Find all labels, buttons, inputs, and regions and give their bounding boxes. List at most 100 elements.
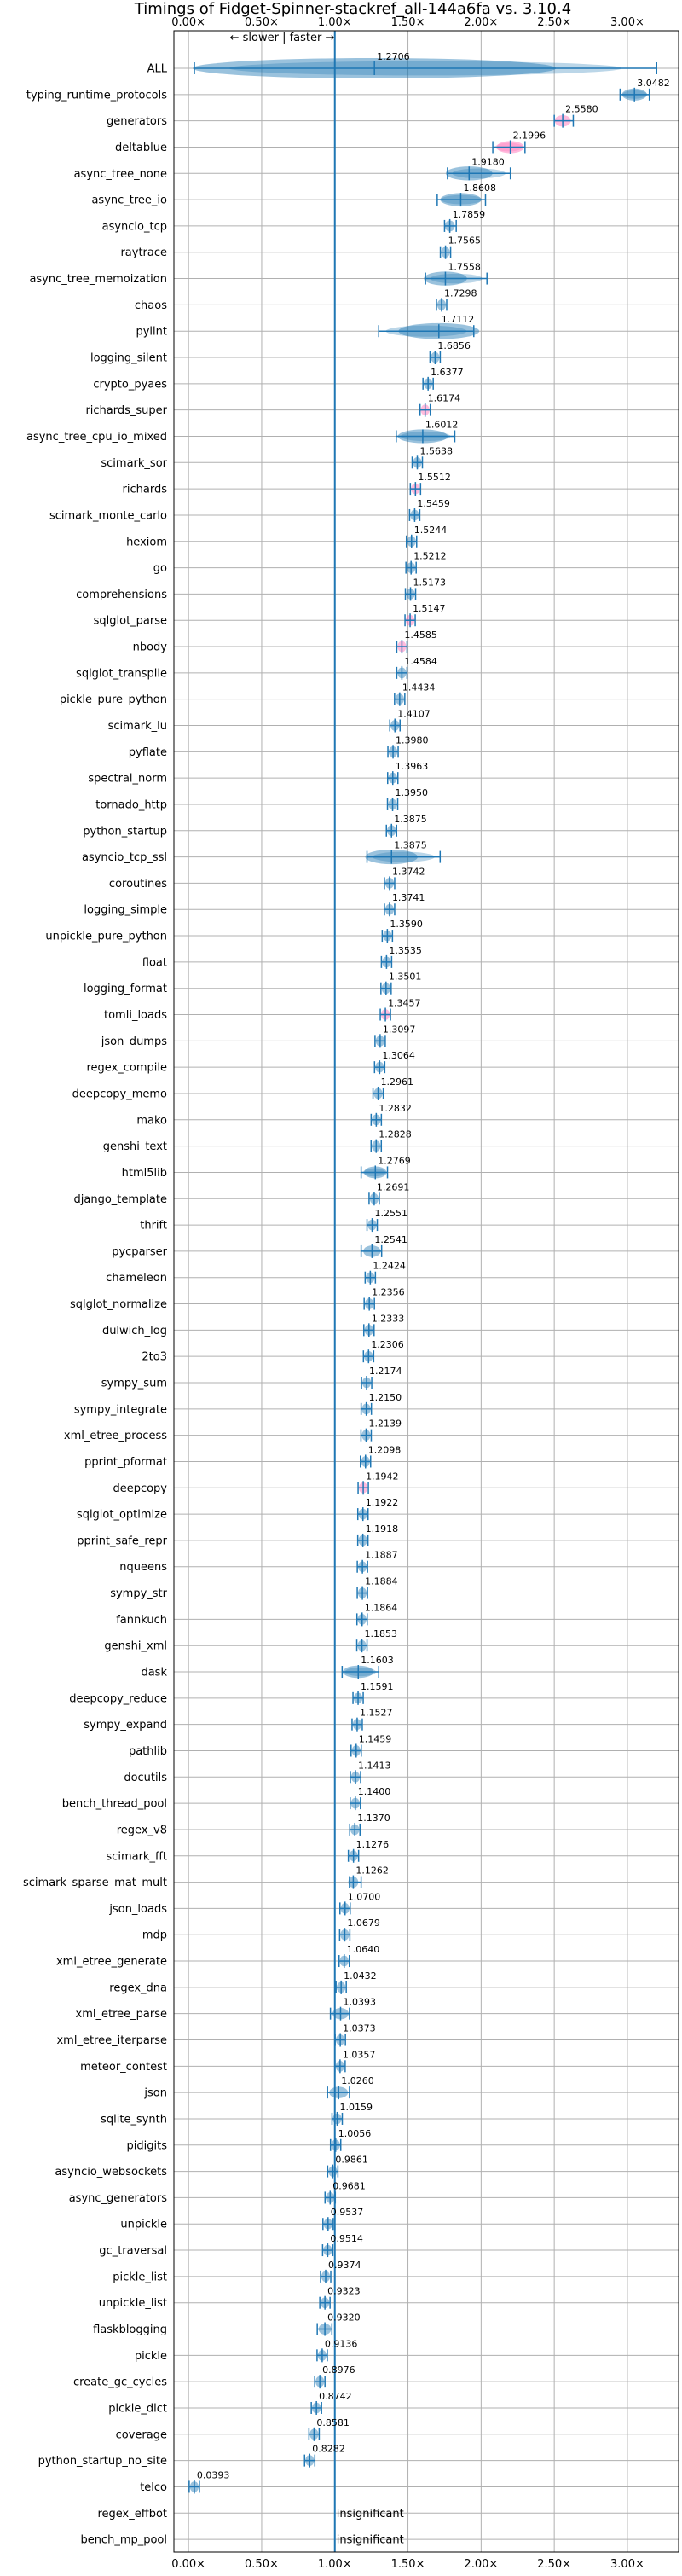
value-label-async-tree-memoization: 1.7558 bbox=[448, 262, 481, 273]
value-label-xml-etree-parse: 1.0393 bbox=[343, 1997, 376, 2008]
category-label-pycparser: pycparser bbox=[112, 1245, 167, 1258]
category-label-tomli-loads: tomli_loads bbox=[104, 1009, 167, 1022]
value-label-xml-etree-generate: 1.0640 bbox=[347, 1944, 380, 1955]
value-label-deepcopy-reduce: 1.1591 bbox=[361, 1681, 394, 1692]
category-label-bench-thread-pool: bench_thread_pool bbox=[62, 1798, 167, 1811]
value-label-richards: 1.5512 bbox=[418, 472, 450, 483]
value-label-async-tree-io: 1.8608 bbox=[463, 183, 496, 194]
category-label-logging-simple: logging_simple bbox=[84, 904, 167, 917]
value-label-unpickle-list: 0.9323 bbox=[327, 2286, 361, 2297]
value-label-asyncio-tcp: 1.7859 bbox=[453, 209, 486, 220]
direction-annotation: ← slower | faster → bbox=[230, 32, 335, 44]
value-label-2to3: 1.2306 bbox=[371, 1339, 404, 1350]
category-label-asyncio-tcp-ssl: asyncio_tcp_ssl bbox=[82, 851, 167, 864]
value-label-python-startup-no-site: 0.8282 bbox=[312, 2444, 345, 2455]
category-label-deepcopy-memo: deepcopy_memo bbox=[72, 1088, 167, 1100]
insignificant-label-bench-mp-pool: insignificant bbox=[337, 2534, 404, 2547]
category-label-dask: dask bbox=[141, 1667, 167, 1680]
value-label-coroutines: 1.3742 bbox=[392, 866, 425, 877]
category-label-logging-silent: logging_silent bbox=[90, 352, 167, 365]
value-label-logging-silent: 1.6856 bbox=[437, 340, 471, 351]
x-tick-label-bottom: 0.00× bbox=[171, 2558, 205, 2571]
value-label-meteor-contest: 1.0357 bbox=[343, 2049, 376, 2060]
value-label-async-tree-none: 1.9180 bbox=[471, 156, 505, 167]
category-label-comprehensions: comprehensions bbox=[76, 589, 167, 601]
value-label-float: 1.3535 bbox=[389, 945, 422, 956]
value-label-richards-super: 1.6174 bbox=[428, 393, 461, 404]
value-label-async-tree-cpu-io-mixed: 1.6012 bbox=[425, 419, 458, 430]
value-label-go: 1.5212 bbox=[413, 551, 446, 562]
category-label-deepcopy: deepcopy bbox=[113, 1482, 167, 1495]
value-label-gc-traversal: 0.9514 bbox=[330, 2233, 363, 2244]
value-label-pprint-pformat: 1.2098 bbox=[368, 1444, 402, 1455]
value-label-sympy-str: 1.1884 bbox=[365, 1576, 398, 1587]
value-label-pickle-pure-python: 1.4434 bbox=[402, 682, 436, 693]
category-label-scimark-sor: scimark_sor bbox=[101, 457, 167, 470]
insignificant-label-regex-effbot: insignificant bbox=[337, 2508, 404, 2521]
value-label-asyncio-websockets: 0.9861 bbox=[335, 2155, 368, 2166]
category-label-asyncio-websockets: asyncio_websockets bbox=[55, 2166, 167, 2179]
category-label-sympy-sum: sympy_sum bbox=[101, 1378, 167, 1390]
category-label-float: float bbox=[142, 956, 167, 969]
category-label-sympy-str: sympy_str bbox=[110, 1587, 167, 1600]
category-label-pprint-safe-repr: pprint_safe_repr bbox=[77, 1535, 167, 1547]
value-label-regex-dna: 1.0432 bbox=[344, 1970, 377, 1981]
category-label-richards-super: richards_super bbox=[85, 404, 167, 417]
value-label-telco: 0.0393 bbox=[197, 2469, 230, 2480]
value-label-pyflate: 1.3980 bbox=[396, 734, 429, 746]
value-label-scimark-fft: 1.1276 bbox=[356, 1839, 390, 1850]
value-label-chaos: 1.7298 bbox=[444, 287, 477, 299]
category-label-bench-mp-pool: bench_mp_pool bbox=[80, 2534, 167, 2547]
category-label-sqlglot-transpile: sqlglot_transpile bbox=[76, 667, 167, 680]
category-label-thrift: thrift bbox=[140, 1220, 167, 1233]
category-label-nbody: nbody bbox=[133, 641, 168, 654]
value-label-spectral-norm: 1.3963 bbox=[396, 761, 429, 772]
value-label-mako: 1.2832 bbox=[379, 1103, 412, 1114]
category-label-2to3: 2to3 bbox=[142, 1351, 167, 1364]
category-label-richards: richards bbox=[123, 484, 168, 496]
category-label-sqlglot-normalize: sqlglot_normalize bbox=[70, 1298, 167, 1311]
category-label-chaos: chaos bbox=[135, 299, 167, 312]
x-tick-label-bottom: 1.50× bbox=[391, 2558, 425, 2571]
category-label-django-template: django_template bbox=[74, 1193, 167, 1206]
category-label-meteor-contest: meteor_contest bbox=[80, 2061, 167, 2074]
value-label-logging-format: 1.3501 bbox=[389, 972, 422, 983]
value-label-create-gc-cycles: 0.8976 bbox=[322, 2364, 355, 2376]
value-label-pickle-list: 0.9374 bbox=[328, 2260, 361, 2271]
category-label-asyncio-tcp: asyncio_tcp bbox=[102, 220, 167, 233]
value-label-sqlglot-normalize: 1.2356 bbox=[372, 1287, 405, 1298]
value-label-xml-etree-process: 1.2139 bbox=[368, 1419, 402, 1430]
category-label-pyflate: pyflate bbox=[129, 746, 167, 759]
value-label-comprehensions: 1.5173 bbox=[413, 577, 446, 588]
category-label-flaskblogging: flaskblogging bbox=[93, 2324, 167, 2336]
category-label-html5lib: html5lib bbox=[122, 1167, 167, 1180]
category-label-pathlib: pathlib bbox=[129, 1745, 167, 1758]
value-label-regex-compile: 1.3064 bbox=[382, 1050, 415, 1061]
value-label-unpickle: 0.9537 bbox=[331, 2207, 364, 2218]
value-label-all: 1.2706 bbox=[377, 51, 410, 62]
category-label-deepcopy-reduce: deepcopy_reduce bbox=[69, 1692, 167, 1705]
value-label-sqlglot-optimize: 1.1922 bbox=[366, 1497, 399, 1508]
x-tick-label-top: 2.00× bbox=[464, 16, 498, 29]
category-label-json-loads: json_loads bbox=[108, 1903, 167, 1916]
value-label-sympy-sum: 1.2174 bbox=[369, 1366, 402, 1377]
x-tick-label-bottom: 1.00× bbox=[318, 2558, 352, 2571]
value-label-pycparser: 1.2541 bbox=[374, 1234, 407, 1245]
category-label-coroutines: coroutines bbox=[109, 878, 167, 891]
value-label-sympy-integrate: 1.2150 bbox=[369, 1392, 402, 1403]
value-label-django-template: 1.2691 bbox=[377, 1181, 410, 1192]
category-label-pprint-pformat: pprint_pformat bbox=[84, 1456, 167, 1469]
value-label-pathlib: 1.1459 bbox=[359, 1733, 392, 1744]
value-label-raytrace: 1.7565 bbox=[448, 235, 482, 247]
category-label-unpickle-pure-python: unpickle_pure_python bbox=[45, 931, 167, 943]
grid-layer bbox=[174, 31, 679, 2552]
value-label-generators: 2.5580 bbox=[565, 104, 598, 115]
value-label-pidigits: 1.0056 bbox=[338, 2128, 372, 2139]
category-label-async-tree-none: async_tree_none bbox=[74, 168, 167, 181]
value-label-tomli-loads: 1.3457 bbox=[388, 998, 421, 1009]
category-label-async-tree-cpu-io-mixed: async_tree_cpu_io_mixed bbox=[26, 431, 167, 444]
x-tick-label-bottom: 3.00× bbox=[610, 2558, 644, 2571]
category-label-pidigits: pidigits bbox=[127, 2139, 168, 2152]
value-label-bench-thread-pool: 1.1400 bbox=[358, 1786, 391, 1797]
